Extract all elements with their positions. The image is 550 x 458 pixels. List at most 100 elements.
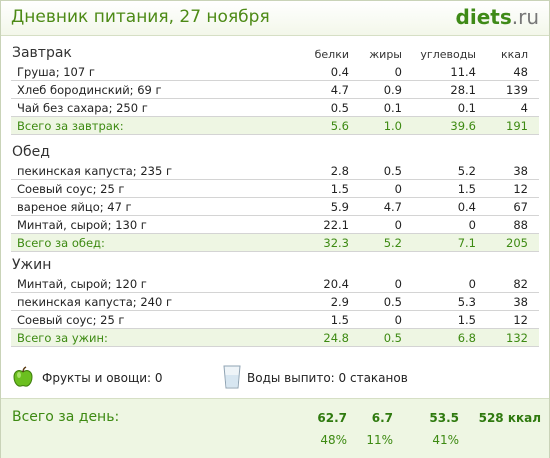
water-glass-icon [223,365,241,389]
meal-total-row: Всего за обед: 32.3 5.2 7.1 205 [11,234,539,252]
food-label: Минтай, сырой; 130 г [17,218,147,232]
logo-tld: .ru [511,5,539,29]
kcal-value: 12 [513,313,528,327]
fat-total: 5.2 [383,236,402,250]
protein-value: 2.9 [330,295,349,309]
page-title: Дневник питания, 27 ноября [11,7,270,27]
food-label: Хлеб бородинский; 69 г [17,83,162,97]
protein-total: 24.8 [323,331,349,345]
carbs-value: 5.2 [457,164,476,178]
food-row[interactable]: Хлеб бородинский; 69 г 4.7 0.9 28.1 139 [11,81,539,99]
column-header-carbs: углеводы [420,48,476,61]
carbs-value: 0.4 [457,200,476,214]
protein-value: 0.4 [330,65,349,79]
protein-value: 1.5 [330,182,349,196]
food-row[interactable]: вареное яйцо; 47 г 5.9 4.7 0.4 67 [11,198,539,216]
day-total-panel: Всего за день: 62.7 6.7 53.5 528 ккал 48… [1,398,549,458]
carbs-value: 11.4 [450,65,476,79]
food-label: Чай без сахара; 250 г [17,101,148,115]
kcal-value: 88 [513,218,528,232]
meal-total-row: Всего за ужин: 24.8 0.5 6.8 132 [11,329,539,347]
kcal-value: 82 [513,277,528,291]
fat-value: 0.5 [383,164,402,178]
kcal-value: 4 [520,101,528,115]
food-label: вареное яйцо; 47 г [17,200,132,214]
food-row[interactable]: Минтай, сырой; 130 г 22.1 0 0 88 [11,216,539,234]
food-label: пекинская капуста; 240 г [17,295,172,309]
day-carbs-total: 53.5 [429,411,459,425]
fat-value: 0.5 [383,295,402,309]
kcal-value: 12 [513,182,528,196]
protein-total: 5.6 [330,119,349,133]
total-label: Всего за ужин: [17,331,108,345]
carbs-value: 5.3 [457,295,476,309]
meal-section-breakfast: Завтрак белки жиры углеводы ккал Груша; … [1,43,549,135]
protein-value: 1.5 [330,313,349,327]
carbs-value: 0 [468,218,476,232]
total-label: Всего за завтрак: [17,119,124,133]
carbs-total: 39.6 [450,119,476,133]
carbs-total: 7.1 [457,236,476,250]
protein-value: 4.7 [330,83,349,97]
kcal-value: 48 [513,65,528,79]
apple-icon [13,366,33,387]
carbs-value: 0.1 [457,101,476,115]
logo-brand: diets [455,5,512,29]
kcal-total: 132 [506,331,528,345]
fat-value: 0 [394,218,402,232]
day-protein-total: 62.7 [317,411,347,425]
food-row[interactable]: пекинская капуста; 240 г 2.9 0.5 5.3 38 [11,293,539,311]
kcal-value: 67 [513,200,528,214]
food-row[interactable]: Чай без сахара; 250 г 0.5 0.1 0.1 4 [11,99,539,117]
food-label: Груша; 107 г [17,65,95,79]
column-header-kcal: ккал [500,48,528,61]
day-kcal-total: 528 ккал [478,411,541,425]
food-row[interactable]: Соевый соус; 25 г 1.5 0 1.5 12 [11,180,539,198]
section-header: Обед [1,142,549,162]
day-fat-percent: 11% [366,433,393,447]
carbs-value: 28.1 [450,83,476,97]
header-bar: Дневник питания, 27 ноября diets.ru [1,1,549,36]
food-row[interactable]: Соевый соус; 25 г 1.5 0 1.5 12 [11,311,539,329]
food-label: Соевый соус; 25 г [17,182,125,196]
fat-value: 0.9 [383,83,402,97]
day-carbs-percent: 41% [432,433,459,447]
extras-row: Фрукты и овощи: 0 Воды выпито: 0 стакано… [1,361,549,397]
total-label: Всего за обед: [17,236,105,250]
carbs-value: 0 [468,277,476,291]
section-title: Завтрак [12,45,72,61]
food-row[interactable]: пекинская капуста; 235 г 2.8 0.5 5.2 38 [11,162,539,180]
protein-value: 0.5 [330,101,349,115]
meal-section-lunch: Обед пекинская капуста; 235 г 2.8 0.5 5.… [1,142,549,252]
kcal-value: 38 [513,295,528,309]
carbs-value: 1.5 [457,182,476,196]
protein-value: 2.8 [330,164,349,178]
fat-value: 0.1 [383,101,402,115]
kcal-total: 205 [506,236,528,250]
column-header-fat: жиры [369,48,402,61]
carbs-value: 1.5 [457,313,476,327]
site-logo[interactable]: diets.ru [456,5,539,29]
fat-value: 0 [394,65,402,79]
food-label: пекинская капуста; 235 г [17,164,172,178]
fruits-vegetables-count: Фрукты и овощи: 0 [42,371,163,385]
day-protein-percent: 48% [320,433,347,447]
food-row[interactable]: Минтай, сырой; 120 г 20.4 0 0 82 [11,275,539,293]
protein-value: 20.4 [323,277,349,291]
fat-value: 4.7 [383,200,402,214]
day-total-label: Всего за день: [12,409,120,425]
day-fat-total: 6.7 [371,411,393,425]
section-header: Ужин [1,255,549,275]
section-header: Завтрак белки жиры углеводы ккал [1,43,549,63]
kcal-value: 38 [513,164,528,178]
food-label: Минтай, сырой; 120 г [17,277,147,291]
fat-value: 0 [394,313,402,327]
section-title: Ужин [12,257,52,273]
food-row[interactable]: Груша; 107 г 0.4 0 11.4 48 [11,63,539,81]
fat-value: 0 [394,182,402,196]
food-label: Соевый соус; 25 г [17,313,125,327]
protein-value: 5.9 [330,200,349,214]
fat-total: 0.5 [383,331,402,345]
protein-total: 32.3 [323,236,349,250]
